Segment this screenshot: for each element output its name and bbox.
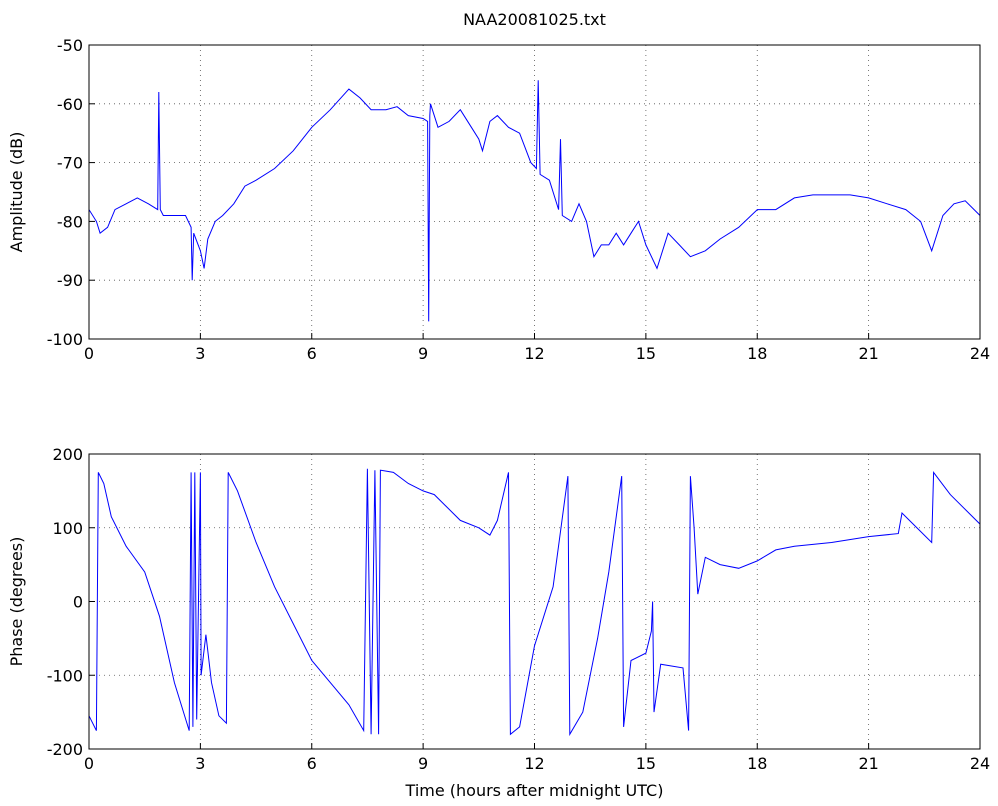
series-line <box>89 468 980 737</box>
series-line <box>89 80 980 322</box>
y-tick-label: -70 <box>57 154 83 173</box>
x-tick-label: 15 <box>636 754 656 773</box>
x-tick-label: 12 <box>524 754 544 773</box>
y-tick-label: 100 <box>52 519 83 538</box>
y-tick-label: -100 <box>47 666 83 685</box>
x-tick-label: 21 <box>858 344 878 363</box>
x-tick-label: 24 <box>970 754 990 773</box>
x-tick-label: 12 <box>524 344 544 363</box>
x-tick-label: 0 <box>84 754 94 773</box>
y-tick-label: -100 <box>47 330 83 349</box>
x-tick-label: 6 <box>307 344 317 363</box>
y-tick-label: -90 <box>57 271 83 290</box>
x-tick-label: 0 <box>84 344 94 363</box>
x-tick-label: 9 <box>418 344 428 363</box>
x-tick-label: 3 <box>195 344 205 363</box>
y-axis-label: Phase (degrees) <box>7 537 26 667</box>
x-tick-label: 24 <box>970 344 990 363</box>
y-tick-label: -50 <box>57 36 83 55</box>
y-tick-label: -200 <box>47 740 83 759</box>
x-axis-label: Time (hours after midnight UTC) <box>405 781 664 800</box>
x-tick-label: 18 <box>747 344 767 363</box>
x-tick-label: 15 <box>636 344 656 363</box>
chart-title: NAA20081025.txt <box>463 10 606 29</box>
y-axis-label: Amplitude (dB) <box>7 132 26 253</box>
y-tick-label: 0 <box>73 593 83 612</box>
plot: 0 3 6 9 12 15 18 21 24 -100 -90 -80 -70 -60 -50 NAA2008… <box>7 10 990 363</box>
x-tick-label: 6 <box>307 754 317 773</box>
y-tick-label: -60 <box>57 95 83 114</box>
x-tick-label: 3 <box>195 754 205 773</box>
axes-frame <box>88 453 981 750</box>
plot: 0 3 6 9 12 15 18 21 24 -200 -100 0 100 200 Time (hours… <box>7 445 990 800</box>
y-tick-label: 200 <box>52 445 83 464</box>
x-tick-label: 18 <box>747 754 767 773</box>
y-tick-label: -80 <box>57 212 83 231</box>
axes-frame <box>88 44 981 340</box>
x-tick-label: 9 <box>418 754 428 773</box>
x-tick-label: 21 <box>858 754 878 773</box>
